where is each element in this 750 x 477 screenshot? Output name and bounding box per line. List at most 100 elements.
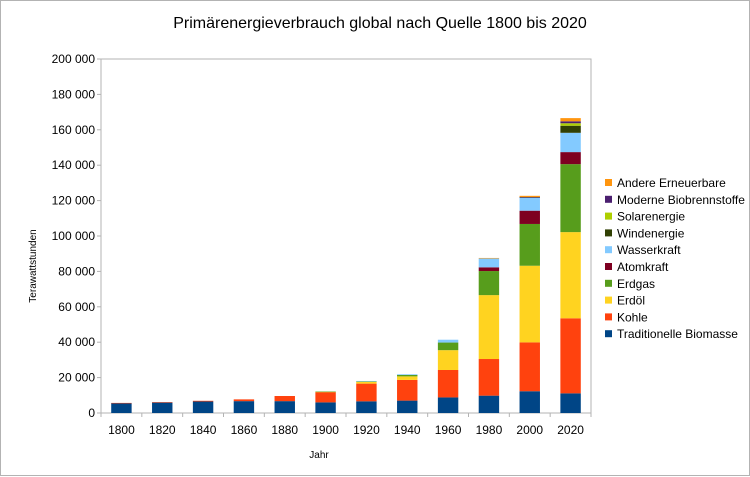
bar-segment xyxy=(356,381,377,382)
legend-label: Windenergie xyxy=(617,226,685,240)
x-tick-label: 1920 xyxy=(353,423,380,437)
bar-segment xyxy=(356,383,377,402)
legend-swatch xyxy=(605,263,612,270)
bar-segment xyxy=(397,400,418,413)
bar-segment xyxy=(560,232,581,319)
bar-segment xyxy=(274,401,295,413)
legend-swatch xyxy=(605,313,612,321)
bar-segment xyxy=(519,195,540,198)
x-tick-label: 1900 xyxy=(312,423,339,437)
bar-segment xyxy=(519,265,540,343)
y-tick-label: 100 000 xyxy=(52,229,96,243)
bar-segment xyxy=(478,258,500,268)
legend-label: Andere Erneuerbare xyxy=(617,176,726,190)
bar-segment xyxy=(437,342,459,351)
legend-swatch xyxy=(605,229,612,237)
bar-segment xyxy=(356,380,377,382)
bar-segment xyxy=(560,123,581,126)
bar-segment xyxy=(233,399,255,402)
legend-label: Kohle xyxy=(617,310,648,324)
bar-segment xyxy=(152,402,173,413)
bar-segment xyxy=(397,376,418,380)
bar-segment xyxy=(437,350,459,370)
bar-segment xyxy=(397,374,418,377)
legend-label: Traditionelle Biomasse xyxy=(617,327,738,341)
bar-segment xyxy=(478,257,500,259)
legend-label: Atomkraft xyxy=(617,260,669,274)
x-tick-label: 2000 xyxy=(516,423,543,437)
x-tick-label: 1980 xyxy=(476,423,503,437)
bar-segment xyxy=(478,267,500,272)
x-tick-label: 2020 xyxy=(557,423,584,437)
bar-segment xyxy=(560,121,581,124)
bars-layer xyxy=(111,118,581,413)
bar-segment xyxy=(560,152,581,165)
x-tick-label: 1880 xyxy=(271,423,298,437)
bar-segment xyxy=(315,402,336,413)
bar-segment xyxy=(519,342,540,392)
bar-segment xyxy=(519,197,540,198)
y-axis-label: Terawattstunden xyxy=(28,229,39,302)
bar-segment xyxy=(397,379,418,401)
bar-segment xyxy=(397,374,418,375)
bar-segment xyxy=(152,402,173,403)
legend-swatch xyxy=(605,296,612,304)
legend-swatch xyxy=(605,279,612,287)
legend-swatch xyxy=(605,179,612,186)
legend-swatch xyxy=(605,246,612,254)
bar-segment xyxy=(478,395,500,413)
bar-segment xyxy=(519,210,540,224)
bar-segment xyxy=(437,339,459,343)
y-tick-label: 200 000 xyxy=(52,52,96,66)
x-tick-label: 1800 xyxy=(108,423,135,437)
bar-segment xyxy=(192,400,214,402)
x-tick-label: 1840 xyxy=(190,423,217,437)
x-axis-label: Jahr xyxy=(309,450,329,461)
y-tick-label: 60 000 xyxy=(58,300,95,314)
bar-segment xyxy=(111,403,132,413)
bar-segment xyxy=(437,397,459,413)
legend-label: Erdgas xyxy=(617,277,655,291)
bar-segment xyxy=(111,402,132,404)
bar-segment xyxy=(560,118,581,122)
legend-label: Solarenergie xyxy=(617,210,685,224)
bar-segment xyxy=(356,381,377,384)
y-tick-label: 20 000 xyxy=(58,371,95,385)
x-tick-label: 1960 xyxy=(435,423,462,437)
bar-segment xyxy=(519,391,540,413)
y-tick-label: 140 000 xyxy=(52,158,96,172)
bar-segment xyxy=(519,197,540,211)
bar-segment xyxy=(560,318,581,394)
plot-area xyxy=(100,58,592,414)
bar-segment xyxy=(233,401,255,413)
legend-swatch xyxy=(605,330,612,338)
x-tick-label: 1940 xyxy=(394,423,421,437)
x-axis-ticks: 1800 1820 1840 1860 1880 1900 1920 1940 1960 1980… xyxy=(100,413,592,437)
legend-swatch xyxy=(605,212,612,220)
legend-label: Erdöl xyxy=(617,294,645,308)
y-tick-label: 80 000 xyxy=(58,264,95,278)
bar-segment xyxy=(519,223,540,266)
bar-segment xyxy=(560,393,581,413)
bar-segment xyxy=(560,125,581,133)
bar-segment xyxy=(274,396,295,402)
bar-segment xyxy=(315,392,336,403)
y-axis-ticks: 0 20 000 40 000 60 000 80 000 100 000 120 000 1… xyxy=(52,52,101,420)
legend-label: Moderne Biobrennstoffe xyxy=(617,193,745,207)
legend-label: Wasserkraft xyxy=(617,243,681,257)
x-tick-label: 1860 xyxy=(231,423,258,437)
y-tick-label: 160 000 xyxy=(52,123,96,137)
bar-segment xyxy=(560,132,581,153)
y-tick-label: 120 000 xyxy=(52,194,96,208)
x-tick-label: 1820 xyxy=(149,423,176,437)
bar-segment xyxy=(560,164,581,233)
bar-segment xyxy=(356,401,377,413)
bar-segment xyxy=(478,295,500,360)
y-tick-label: 40 000 xyxy=(58,335,95,349)
legend-swatch xyxy=(605,195,612,203)
y-tick-label: 180 000 xyxy=(52,87,96,101)
y-tick-label: 0 xyxy=(88,406,95,420)
bar-segment xyxy=(478,271,500,296)
